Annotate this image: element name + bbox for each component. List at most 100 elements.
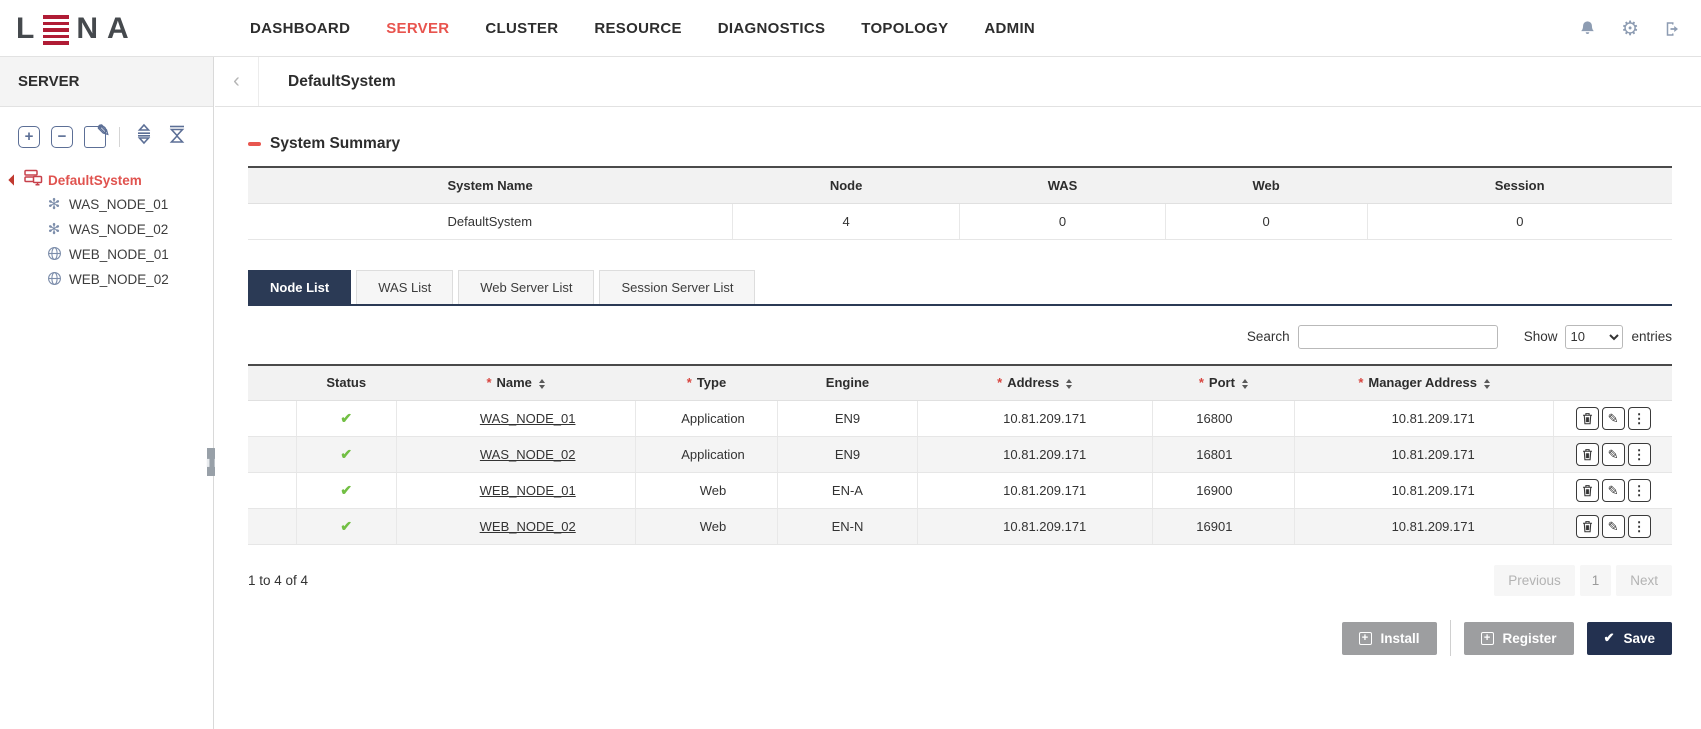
node-name-link[interactable]: WEB_NODE_01 [479, 483, 576, 498]
server-tree: DefaultSystem ✻ WAS_NODE_01 ✻ WAS_NODE_0… [0, 150, 213, 292]
tab-node-list[interactable]: Node List [248, 269, 352, 304]
breadcrumb: ‹ DefaultSystem [215, 57, 1701, 107]
logout-icon[interactable] [1663, 20, 1681, 38]
collapse-sidebar-icon[interactable]: ‹ [215, 57, 259, 106]
system-summary-table: System Name Node WAS Web Session Default… [248, 166, 1672, 240]
summary-web-count: 0 [1164, 203, 1368, 240]
edit-row-button[interactable]: ✎ [1601, 443, 1625, 466]
register-button[interactable]: + Register [1463, 621, 1574, 655]
row-select-cell [248, 436, 297, 473]
tree-item-web-node-02[interactable]: WEB_NODE_02 [10, 267, 213, 292]
status-ok-icon [340, 483, 352, 498]
required-marker: * [1358, 375, 1364, 391]
logo-letter-a: A [107, 12, 131, 45]
server-sidebar: SERVER + − ✎ DefaultSystem ✻ WAS_NODE_01… [0, 57, 214, 729]
lena-logo: L N A [16, 12, 131, 46]
node-port: 16801 [1151, 436, 1295, 473]
node-type: Web [634, 508, 778, 545]
delete-row-button[interactable] [1575, 479, 1599, 502]
col-port[interactable]: * Port [1152, 364, 1295, 401]
tree-item-web-node-01[interactable]: WEB_NODE_01 [10, 242, 213, 267]
nav-cluster[interactable]: CLUSTER [485, 20, 559, 37]
edit-row-button[interactable]: ✎ [1601, 407, 1625, 430]
nav-diagnostics[interactable]: DIAGNOSTICS [717, 20, 826, 37]
tab-web-server-list[interactable]: Web Server List [458, 269, 595, 304]
row-select-cell [248, 508, 297, 545]
tree-expand-arrow-icon[interactable] [8, 174, 20, 186]
logo-letter-n: N [76, 12, 100, 45]
summary-col-node: Node [732, 167, 960, 204]
remove-node-icon[interactable]: − [51, 125, 73, 148]
summary-data-row: DefaultSystem 4 0 0 0 [248, 203, 1672, 240]
sidebar-resize-handle[interactable]: ❚❚ [205, 448, 219, 476]
node-name-link[interactable]: WEB_NODE_02 [479, 519, 576, 534]
show-label: Show [1523, 329, 1558, 344]
sort-icon[interactable] [1483, 378, 1490, 390]
collapse-all-icon[interactable] [166, 123, 188, 150]
tree-item-was-node-02[interactable]: ✻ WAS_NODE_02 [10, 217, 213, 242]
row-select-cell [248, 400, 297, 437]
node-port: 16901 [1151, 508, 1295, 545]
edit-row-button[interactable]: ✎ [1601, 479, 1625, 502]
toolbar-divider [119, 126, 120, 147]
tree-root-defaultsystem[interactable]: DefaultSystem [8, 168, 213, 192]
page-number-button[interactable]: 1 [1579, 565, 1612, 596]
expand-all-icon[interactable] [133, 123, 155, 150]
table-controls: Search Show 10 entries [248, 324, 1672, 350]
nav-admin[interactable]: ADMIN [984, 20, 1036, 37]
col-name[interactable]: * Name [396, 364, 636, 401]
bell-icon[interactable] [1578, 19, 1597, 38]
row-select-cell [248, 472, 297, 509]
gear-icon[interactable]: ⚙ [1621, 17, 1639, 40]
more-actions-button[interactable]: ⋮ [1627, 515, 1651, 538]
node-name-link[interactable]: WAS_NODE_01 [479, 411, 576, 426]
entries-label: entries [1631, 329, 1672, 344]
more-actions-button[interactable]: ⋮ [1627, 479, 1651, 502]
node-engine: EN9 [777, 436, 918, 473]
nav-server[interactable]: SERVER [386, 20, 450, 37]
add-node-icon[interactable]: + [18, 125, 40, 148]
save-button[interactable]: ✔ Save [1586, 621, 1672, 655]
table-row: WAS_NODE_02 Application EN9 10.81.209.17… [248, 436, 1672, 473]
node-type: Application [634, 436, 778, 473]
col-select [248, 364, 297, 401]
nav-resource[interactable]: RESOURCE [594, 20, 682, 37]
summary-system-name: DefaultSystem [248, 203, 733, 240]
more-actions-button[interactable]: ⋮ [1627, 407, 1651, 430]
col-manager-address[interactable]: * Manager Address [1294, 364, 1554, 401]
pencil-icon: ✎ [96, 122, 110, 140]
next-page-button[interactable]: Next [1616, 565, 1672, 596]
tab-session-server-list[interactable]: Session Server List [599, 269, 756, 304]
tree-item-was-node-01[interactable]: ✻ WAS_NODE_01 [10, 192, 213, 217]
collapse-section-icon[interactable] [248, 142, 261, 146]
delete-row-button[interactable] [1575, 515, 1599, 538]
col-address[interactable]: * Address [917, 364, 1153, 401]
sort-icon[interactable] [1066, 378, 1073, 390]
sort-icon[interactable] [538, 378, 545, 390]
nav-dashboard[interactable]: DASHBOARD [250, 20, 351, 37]
check-icon: ✔ [1603, 630, 1615, 645]
node-name-link[interactable]: WAS_NODE_02 [479, 447, 576, 462]
previous-page-button[interactable]: Previous [1494, 565, 1575, 596]
nav-topology[interactable]: TOPOLOGY [861, 20, 949, 37]
edit-row-button[interactable]: ✎ [1601, 515, 1625, 538]
node-type: Application [634, 400, 778, 437]
sidebar-title: SERVER [0, 57, 213, 107]
header-icon-group: ⚙ [1578, 0, 1681, 57]
search-input[interactable] [1297, 324, 1498, 349]
delete-row-button[interactable] [1575, 407, 1599, 430]
page-size-select[interactable]: 10 [1565, 324, 1624, 349]
plus-square-icon: + [1480, 631, 1494, 645]
tree-item-label: WEB_NODE_01 [69, 247, 169, 262]
edit-node-icon[interactable]: ✎ [84, 123, 110, 148]
node-engine: EN-A [777, 472, 918, 509]
summary-col-session: Session [1367, 167, 1672, 204]
summary-session-count: 0 [1366, 203, 1672, 240]
sort-icon[interactable] [1241, 378, 1248, 390]
install-button[interactable]: + Install [1341, 621, 1437, 655]
tab-was-list[interactable]: WAS List [356, 269, 454, 304]
delete-row-button[interactable] [1575, 443, 1599, 466]
system-icon [24, 169, 43, 191]
node-address: 10.81.209.171 [916, 508, 1153, 545]
more-actions-button[interactable]: ⋮ [1627, 443, 1651, 466]
